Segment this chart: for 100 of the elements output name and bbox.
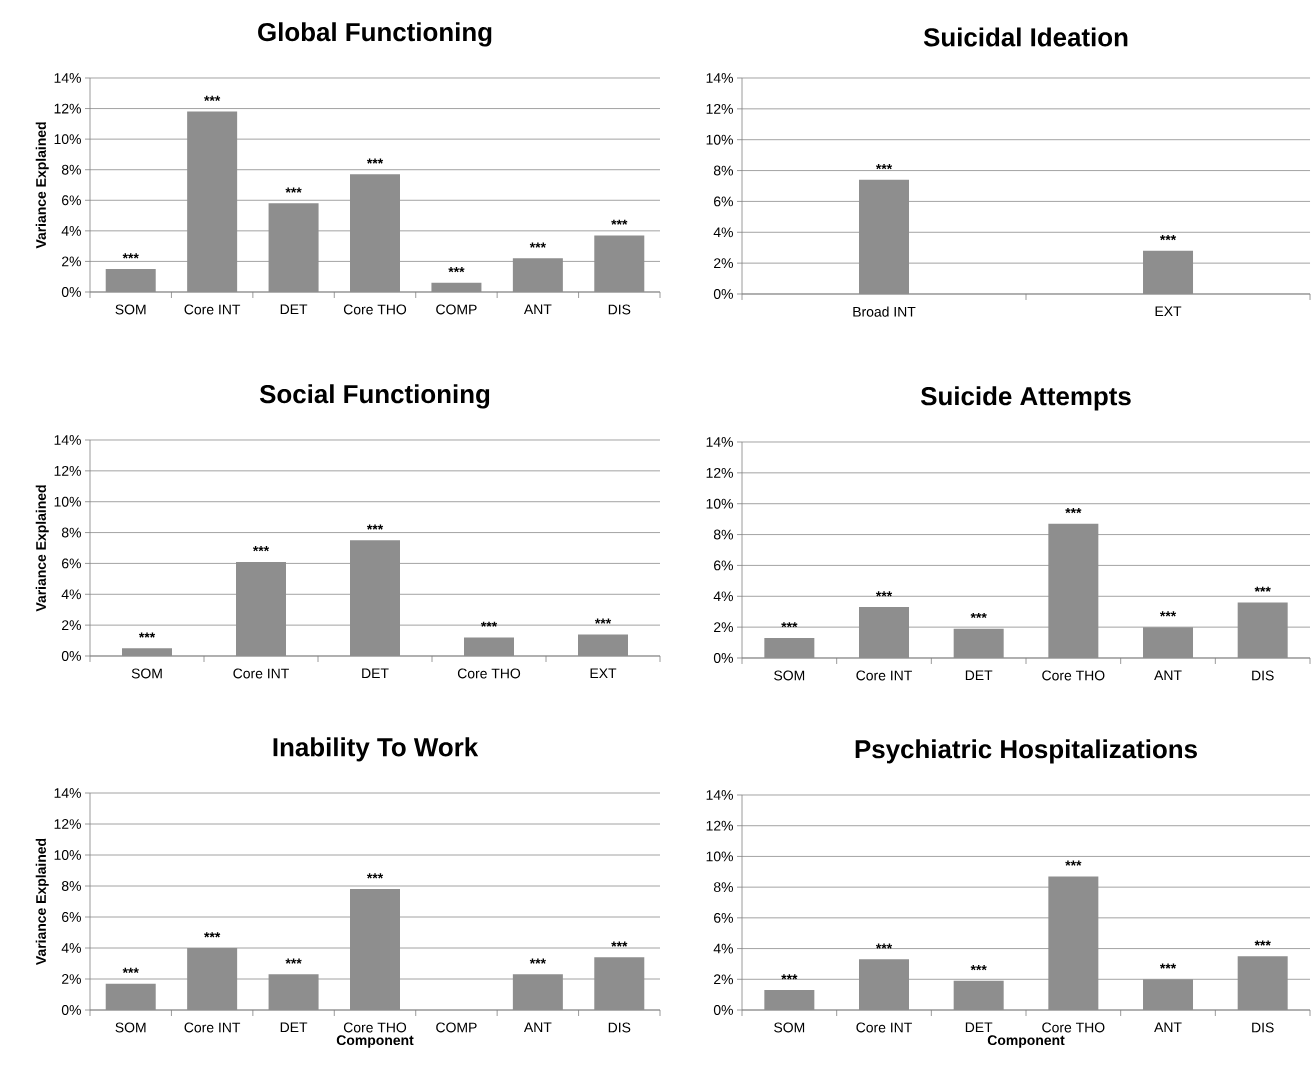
annotation: *** <box>252 546 270 552</box>
x-tick-label: ANT <box>1154 670 1182 681</box>
x-tick-label: DIS <box>608 304 631 315</box>
y-tick-label: 14% <box>706 790 733 800</box>
y-tick-label: 0% <box>713 289 733 299</box>
x-tick-label: ANT <box>523 304 552 315</box>
y-tick-label: 14% <box>706 73 733 83</box>
y-tick-label: 14% <box>54 435 81 445</box>
x-tick-label: DET <box>965 670 993 681</box>
y-tick-label: 12% <box>54 819 81 829</box>
y-tick-label: 4% <box>713 591 733 602</box>
x-tick-label: SOM <box>131 668 162 679</box>
annotation: *** <box>1159 235 1177 241</box>
y-tick-label: 12% <box>706 467 733 478</box>
y-tick-label: 2% <box>714 622 733 633</box>
x-tick-label: ANT <box>523 1022 552 1033</box>
x-tick-label: Core THO <box>343 304 407 315</box>
chart-title: Inability To Work <box>273 737 479 762</box>
y-tick-label: 12% <box>54 465 81 476</box>
x-tick-label: COMP <box>436 1022 477 1033</box>
x-tick-label: SOM <box>774 1022 805 1033</box>
bar <box>764 990 815 1010</box>
chart-title: Global Functioning <box>258 22 492 47</box>
y-tick-label: 2% <box>62 620 81 631</box>
y-tick-label: 2% <box>714 258 733 269</box>
x-tick-label: Core THO <box>1042 1022 1105 1033</box>
annotation: *** <box>285 958 302 964</box>
bar <box>431 282 482 292</box>
annotation: *** <box>529 242 546 248</box>
y-axis-title: Variance Explained <box>35 485 49 612</box>
annotation: *** <box>611 941 628 947</box>
y-tick-label: 12% <box>706 103 733 114</box>
annotation: *** <box>781 622 798 628</box>
annotation: *** <box>970 612 987 619</box>
y-tick-label: 6% <box>714 560 733 571</box>
y-tick-label: 0% <box>61 651 81 661</box>
x-tick-label: DET <box>362 668 389 679</box>
x-tick-label: DIS <box>1252 1022 1274 1033</box>
y-tick-label: 6% <box>62 195 81 206</box>
y-tick-label: 12% <box>706 820 733 831</box>
y-tick-label: 2% <box>62 974 81 984</box>
x-tick-label: Broad INT <box>853 306 916 317</box>
y-tick-label: 4% <box>713 227 733 238</box>
x-axis-title: Component <box>987 1035 1065 1048</box>
annotation: *** <box>594 618 612 624</box>
y-tick-label: 10% <box>706 498 733 509</box>
annotation: *** <box>366 524 384 530</box>
annotation: *** <box>1159 611 1177 617</box>
y-tick-label: 0% <box>713 653 733 663</box>
x-tick-label: EXT <box>1155 306 1182 317</box>
x-tick-label: SOM <box>115 304 146 315</box>
y-tick-label: 14% <box>54 788 81 798</box>
x-tick-label: Core INT <box>233 668 289 679</box>
x-tick-label: EXT <box>590 668 617 679</box>
x-tick-label: Core THO <box>343 1022 407 1033</box>
annotation: *** <box>1065 507 1082 514</box>
annotation: *** <box>366 873 384 879</box>
y-tick-label: 12% <box>54 103 81 114</box>
annotation: *** <box>529 958 546 964</box>
y-tick-label: 0% <box>713 1005 733 1015</box>
bar <box>122 648 172 656</box>
bar <box>105 269 156 292</box>
x-tick-label: COMP <box>436 304 477 315</box>
bar <box>105 983 156 1010</box>
y-tick-label: 8% <box>61 164 81 175</box>
y-tick-label: 14% <box>706 437 733 447</box>
y-tick-label: 0% <box>61 1005 81 1015</box>
y-tick-label: 10% <box>54 134 81 145</box>
y-tick-label: 6% <box>714 912 733 923</box>
y-tick-label: 10% <box>54 496 81 507</box>
x-tick-label: DET <box>280 1022 308 1033</box>
y-tick-label: 6% <box>62 558 81 569</box>
annotation: *** <box>138 632 156 638</box>
x-tick-label: SOM <box>774 670 805 681</box>
annotation: *** <box>204 95 221 102</box>
annotation: *** <box>122 967 139 974</box>
x-axis-title: Component <box>336 1035 414 1048</box>
y-tick-label: 6% <box>714 196 733 207</box>
x-tick-label: DET <box>965 1022 993 1033</box>
annotation: *** <box>448 267 465 273</box>
x-tick-label: DIS <box>608 1022 631 1033</box>
y-tick-label: 4% <box>61 589 81 600</box>
bar <box>764 637 815 658</box>
annotation: *** <box>1065 860 1082 866</box>
annotation: *** <box>122 253 139 259</box>
y-tick-label: 8% <box>713 165 733 176</box>
y-axis-title: Variance Explained <box>35 122 49 249</box>
x-tick-label: ANT <box>1154 1022 1182 1033</box>
annotation: *** <box>611 219 628 225</box>
x-tick-label: SOM <box>115 1022 146 1033</box>
bar <box>464 637 514 656</box>
chart-title: Suicide Attempts <box>920 386 1131 411</box>
annotation: *** <box>285 187 302 193</box>
chart-title: Suicidal Ideation <box>923 27 1128 47</box>
y-tick-label: 10% <box>706 851 733 862</box>
annotation: *** <box>480 621 498 627</box>
y-tick-label: 4% <box>713 943 733 954</box>
x-tick-label: Core INT <box>856 670 912 681</box>
annotation: *** <box>875 943 893 949</box>
y-tick-label: 8% <box>61 881 81 891</box>
